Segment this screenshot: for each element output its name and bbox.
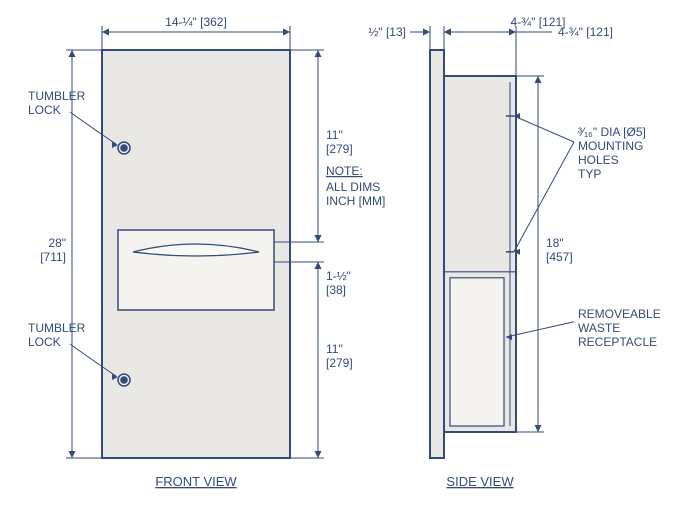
dim-front-upper: 11"[279] (326, 128, 353, 156)
dim-front-width: 14-¼" [362] (165, 15, 227, 29)
waste-receptacle (450, 278, 504, 426)
tumbler-lock-label-1: TUMBLERLOCK (28, 89, 86, 117)
front-view-title: FRONT VIEW (155, 474, 237, 489)
mounting-holes-label: ³⁄₁₆" DIA [Ø5]MOUNTINGHOLESTYP (578, 125, 646, 181)
note-heading: NOTE: (326, 164, 363, 178)
dim-front-slot: 1-½"[38] (326, 269, 351, 297)
dim-front-height: 28"[711] (40, 236, 66, 264)
note-body: ALL DIMSINCH [MM] (326, 180, 385, 208)
front-slot-panel (118, 230, 274, 310)
dim-side-flange: ½" [13] (368, 25, 406, 39)
tumbler-lock-label-2: TUMBLERLOCK (28, 321, 86, 349)
waste-receptacle-label: REMOVEABLEWASTERECEPTACLE (578, 307, 661, 349)
dim-front-lower: 11"[279] (326, 342, 353, 370)
dim-side-depth-lbl: 4-¾" [121] (558, 25, 613, 39)
side-flange (430, 50, 444, 458)
dim-side-inner-height: 18"[457] (546, 236, 573, 264)
side-view-title: SIDE VIEW (446, 474, 514, 489)
